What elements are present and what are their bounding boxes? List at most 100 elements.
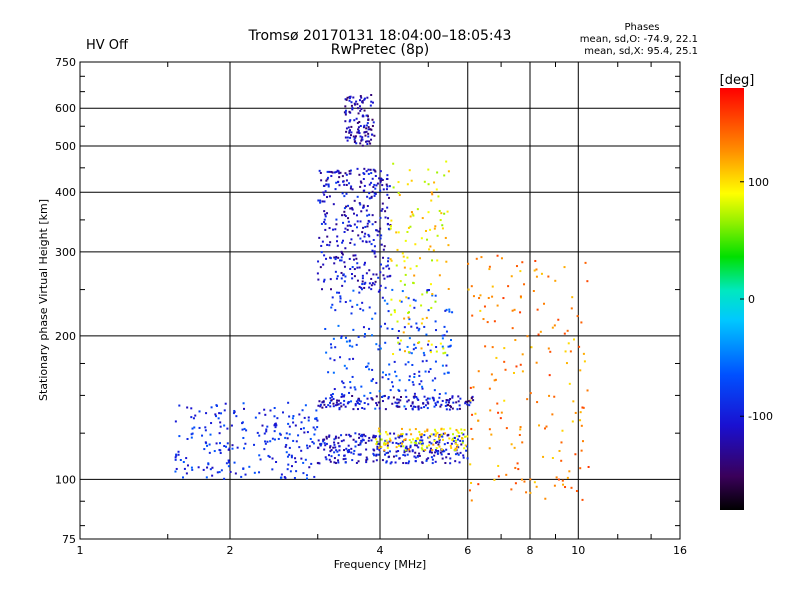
data-point bbox=[338, 408, 341, 411]
data-point bbox=[395, 231, 398, 234]
data-point bbox=[378, 344, 381, 347]
data-point bbox=[233, 461, 236, 464]
data-point bbox=[279, 433, 282, 436]
data-point bbox=[333, 451, 336, 454]
data-point bbox=[447, 433, 450, 436]
data-point bbox=[332, 371, 335, 374]
data-point bbox=[370, 94, 373, 97]
data-point bbox=[326, 170, 329, 173]
data-point bbox=[346, 224, 349, 227]
data-point bbox=[515, 265, 518, 268]
data-point bbox=[379, 237, 382, 240]
data-point bbox=[313, 475, 316, 478]
data-point bbox=[433, 227, 436, 230]
data-point bbox=[359, 109, 362, 112]
data-point bbox=[319, 266, 322, 269]
data-point bbox=[322, 191, 325, 194]
data-point bbox=[387, 396, 390, 399]
data-point bbox=[380, 209, 383, 212]
data-point bbox=[328, 170, 331, 173]
data-point bbox=[477, 370, 480, 373]
data-point bbox=[579, 369, 582, 372]
data-point bbox=[339, 356, 342, 359]
data-point bbox=[387, 196, 390, 199]
data-point bbox=[417, 407, 420, 410]
data-point bbox=[393, 311, 396, 314]
data-point bbox=[194, 414, 197, 417]
data-point bbox=[294, 460, 297, 463]
data-point bbox=[344, 275, 347, 278]
data-point bbox=[331, 296, 334, 299]
data-point bbox=[409, 225, 412, 228]
data-point bbox=[342, 273, 345, 276]
data-point bbox=[360, 181, 363, 184]
data-point bbox=[402, 462, 405, 465]
data-point bbox=[408, 375, 411, 378]
data-point bbox=[289, 470, 292, 473]
data-point bbox=[274, 422, 277, 425]
data-point bbox=[370, 284, 373, 287]
data-point bbox=[444, 236, 447, 239]
data-point bbox=[445, 408, 448, 411]
data-point bbox=[379, 347, 382, 350]
data-point bbox=[318, 400, 321, 403]
data-point bbox=[379, 189, 382, 192]
data-point bbox=[351, 188, 354, 191]
data-point bbox=[330, 399, 333, 402]
data-point bbox=[323, 403, 326, 406]
data-point bbox=[191, 427, 194, 430]
data-point bbox=[351, 266, 354, 269]
data-point bbox=[393, 360, 396, 363]
data-point bbox=[469, 401, 472, 404]
data-point bbox=[292, 439, 295, 442]
data-point bbox=[353, 449, 356, 452]
data-point bbox=[205, 476, 208, 479]
data-point bbox=[335, 240, 338, 243]
data-point bbox=[350, 185, 353, 188]
data-point bbox=[383, 449, 386, 452]
data-point bbox=[371, 118, 374, 121]
data-point bbox=[334, 188, 337, 191]
data-point bbox=[431, 193, 434, 196]
data-point bbox=[410, 441, 413, 444]
data-point bbox=[374, 170, 377, 173]
data-point bbox=[208, 443, 211, 446]
data-point bbox=[357, 128, 360, 131]
data-point bbox=[456, 452, 459, 455]
data-point bbox=[423, 354, 426, 357]
data-point bbox=[436, 431, 439, 434]
data-point bbox=[420, 447, 423, 450]
data-point bbox=[458, 435, 461, 438]
data-point bbox=[405, 296, 408, 299]
data-point bbox=[426, 401, 429, 404]
data-point bbox=[385, 188, 388, 191]
data-point bbox=[344, 336, 347, 339]
data-point bbox=[328, 434, 331, 437]
data-point bbox=[443, 174, 446, 177]
data-point bbox=[375, 273, 378, 276]
data-point bbox=[421, 444, 424, 447]
data-point bbox=[424, 449, 427, 452]
data-point bbox=[319, 171, 322, 174]
data-point bbox=[337, 436, 340, 439]
data-point bbox=[356, 121, 359, 124]
data-point bbox=[350, 447, 353, 450]
data-point bbox=[215, 404, 218, 407]
data-point bbox=[333, 461, 336, 464]
data-point bbox=[452, 439, 455, 442]
data-point bbox=[288, 453, 291, 456]
data-point bbox=[403, 260, 406, 263]
data-point bbox=[370, 196, 373, 199]
data-point bbox=[376, 404, 379, 407]
data-point bbox=[345, 98, 348, 101]
data-point bbox=[352, 254, 355, 257]
data-point bbox=[364, 281, 367, 284]
data-point bbox=[318, 236, 321, 239]
data-point bbox=[540, 272, 543, 275]
data-point bbox=[352, 408, 355, 411]
data-point bbox=[352, 357, 355, 360]
data-point bbox=[452, 401, 455, 404]
data-point bbox=[354, 432, 357, 435]
data-point bbox=[442, 438, 445, 441]
data-point bbox=[545, 425, 548, 428]
